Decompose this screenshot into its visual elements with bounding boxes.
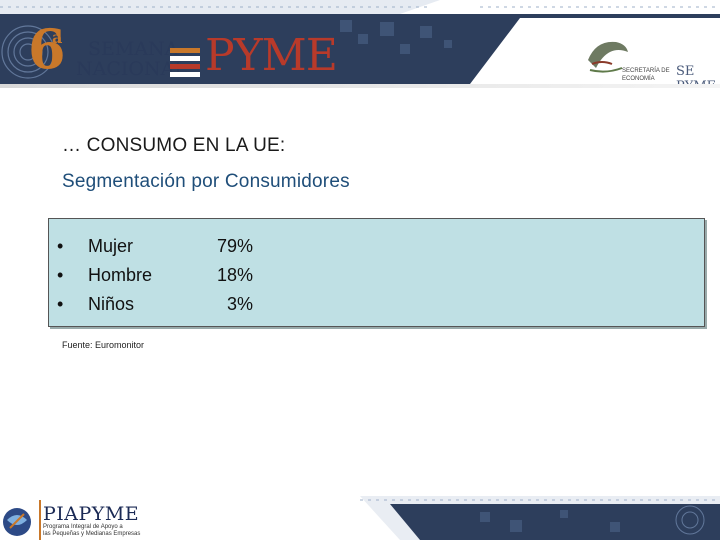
bullet: • bbox=[57, 236, 64, 256]
logo-edition-ordinal: a bbox=[52, 28, 63, 47]
piapyme-logo-icon bbox=[3, 508, 31, 536]
gov-secretaria-label: SECRETARÍA DE ECONOMÍA bbox=[622, 67, 670, 83]
segment-label: Hombre bbox=[88, 265, 153, 285]
consumer-segment-panel: • Mujer 79% • Hombre 18% • Niños 3% bbox=[48, 218, 705, 327]
eagle-emblem-icon bbox=[588, 41, 628, 73]
logo-edition-number: 6 bbox=[28, 17, 66, 81]
segment-label: Niños bbox=[88, 294, 135, 314]
segment-value: 79% bbox=[216, 236, 253, 256]
segment-value: 18% bbox=[216, 265, 253, 285]
piapyme-brand: PIAPYME bbox=[43, 503, 140, 525]
footer-banner-art bbox=[360, 496, 720, 540]
segment-value: 3% bbox=[226, 294, 253, 314]
bullet: • bbox=[57, 294, 64, 314]
piapyme-sub-line1: Programa Integral de Apoyo a bbox=[43, 524, 123, 530]
logo-pyme-text: PYME bbox=[205, 30, 338, 81]
banner-shadow bbox=[0, 84, 720, 88]
header-banner: 6 a SEMANA NACIONAL PYME SECRETARÍA DE E… bbox=[0, 0, 720, 88]
logo-semana-text: SEMANA bbox=[88, 38, 179, 60]
footer-divider bbox=[39, 500, 41, 540]
segment-label: Mujer bbox=[88, 236, 134, 256]
banner-background-art bbox=[0, 0, 720, 88]
slide-subtitle: Segmentación por Consumidores bbox=[62, 171, 350, 192]
logo-stripes-icon bbox=[170, 48, 200, 77]
bullet: • bbox=[57, 265, 64, 285]
gov-line2: ECONOMÍA bbox=[622, 76, 655, 82]
source-note: Fuente: Euromonitor bbox=[62, 340, 145, 350]
gov-line1: SECRETARÍA DE bbox=[622, 68, 670, 74]
piapyme-sub-line2: las Pequeñas y Medianas Empresas bbox=[43, 531, 141, 537]
logo-nacional-text: NACIONAL bbox=[76, 58, 187, 80]
piapyme-subtitle: Programa Integral de Apoyo a las Pequeña… bbox=[43, 524, 140, 538]
apoyo-pyme-logo: SE PYME bbox=[676, 64, 716, 88]
slide-title: … CONSUMO EN LA UE: bbox=[62, 135, 286, 156]
